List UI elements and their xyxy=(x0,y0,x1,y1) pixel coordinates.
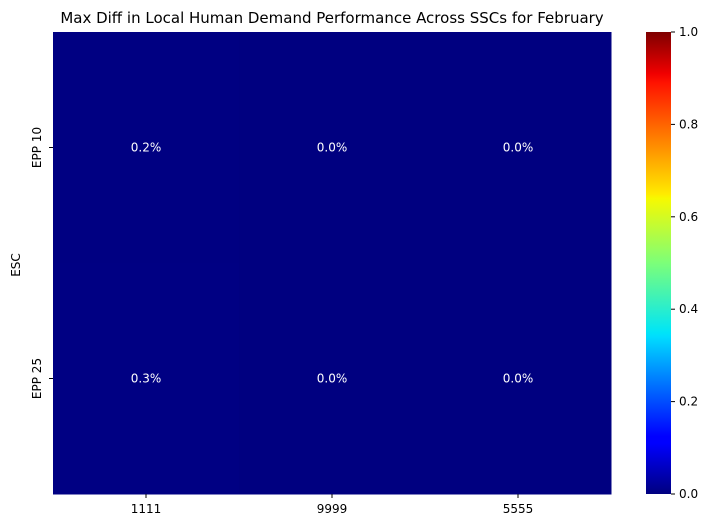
y-tick-label: EPP 10 xyxy=(30,127,44,168)
cell-value-label: 0.0% xyxy=(503,141,534,155)
x-tick-label: 9999 xyxy=(317,502,348,516)
heatmap-cell xyxy=(53,32,240,264)
y-tick-label: EPP 25 xyxy=(30,358,44,399)
x-tick-label: 1111 xyxy=(131,502,162,516)
cell-value-label: 0.0% xyxy=(317,372,348,386)
colorbar-tick-label: 0.8 xyxy=(679,117,698,131)
heatmap-cell xyxy=(239,263,426,495)
heatmap-cell xyxy=(425,32,612,264)
colorbar-tick-label: 1.0 xyxy=(679,25,698,39)
heatmap-cell xyxy=(239,32,426,264)
colorbar-tick-label: 0.4 xyxy=(679,302,698,316)
x-axis: 1111 9999 5555 xyxy=(131,494,534,516)
x-tick-label: 5555 xyxy=(503,502,534,516)
chart-title: Max Diff in Local Human Demand Performan… xyxy=(60,9,603,27)
cell-value-label: 0.0% xyxy=(503,372,534,386)
y-axis-label: ESC xyxy=(9,253,23,277)
heatmap-cell-labels: 0.2% 0.0% 0.0% 0.3% 0.0% 0.0% xyxy=(131,141,534,386)
colorbar-tick-label: 0.6 xyxy=(679,210,698,224)
cell-value-label: 0.0% xyxy=(317,141,348,155)
cell-value-label: 0.3% xyxy=(131,372,162,386)
colorbar-tick-label: 0.0 xyxy=(679,487,698,501)
heatmap-cells xyxy=(53,32,612,495)
heatmap-cell xyxy=(425,263,612,495)
heatmap-cell xyxy=(53,263,240,495)
colorbar-axis: 0.0 0.2 0.4 0.6 0.8 1.0 xyxy=(671,25,698,501)
colorbar xyxy=(646,32,671,494)
cell-value-label: 0.2% xyxy=(131,141,162,155)
y-axis: EPP 10 EPP 25 xyxy=(30,127,53,399)
colorbar-tick-label: 0.2 xyxy=(679,395,698,409)
